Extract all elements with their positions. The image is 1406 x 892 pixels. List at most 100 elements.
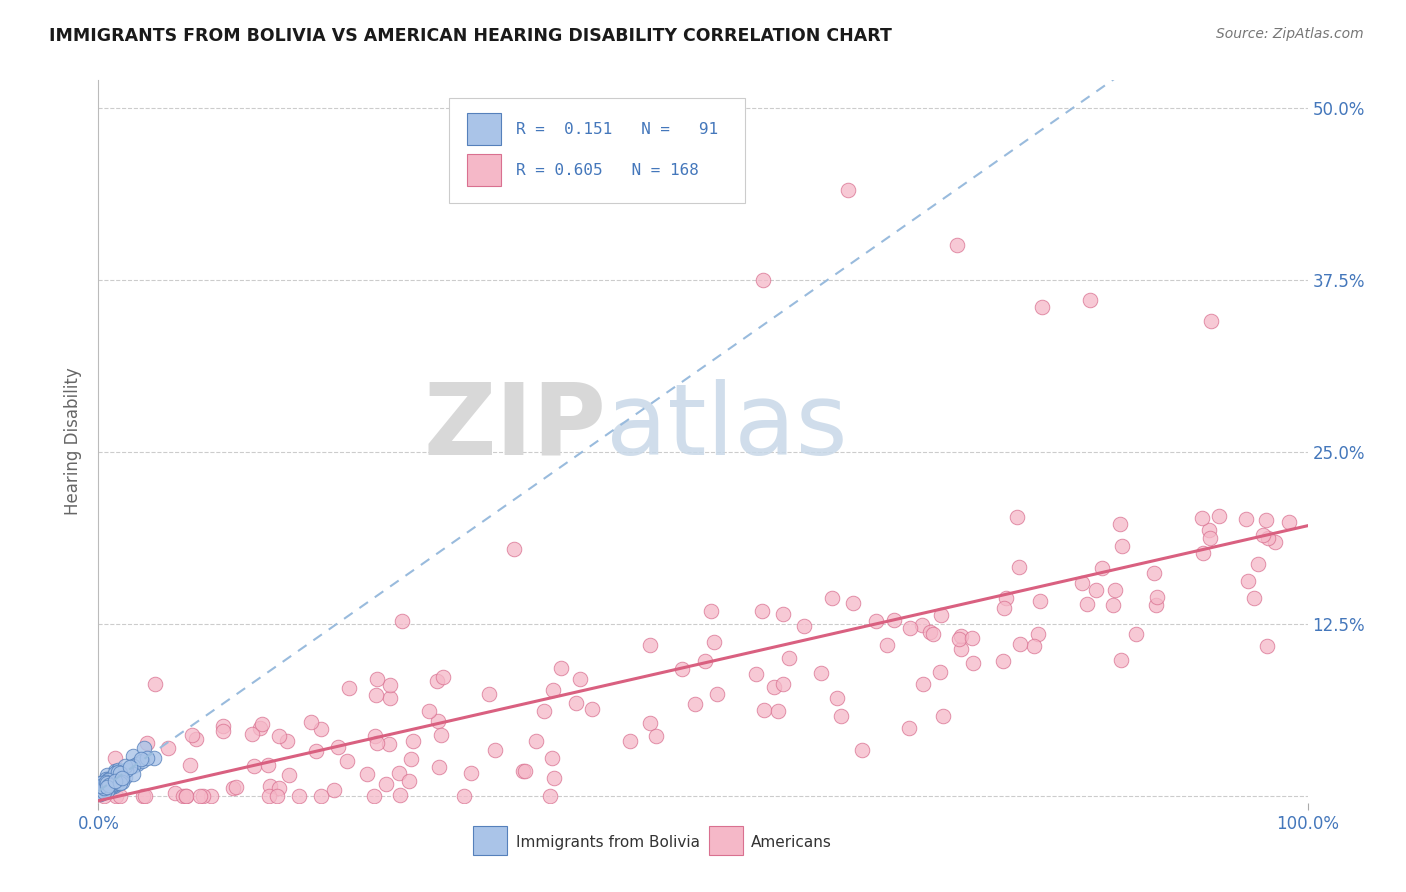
Point (89, 785, 111, 799)
Point (399, 752, 422, 766)
Text: Americans: Americans (751, 835, 832, 850)
Point (398, 774, 420, 789)
Point (898, 621, 921, 635)
Point (94, 782, 117, 797)
Point (122, 749, 145, 764)
Point (378, 737, 401, 751)
Point (93, 779, 115, 793)
Point (104, 751, 127, 765)
Point (101, 778, 124, 792)
Point (426, 673, 449, 688)
Point (94, 778, 117, 792)
Point (134, 789, 156, 803)
Point (1208, 508, 1230, 523)
Point (111, 764, 134, 778)
Point (374, 777, 396, 791)
Text: IMMIGRANTS FROM BOLIVIA VS AMERICAN HEARING DISABILITY CORRELATION CHART: IMMIGRANTS FROM BOLIVIA VS AMERICAN HEAR… (49, 27, 891, 45)
Point (94, 775, 117, 789)
Point (100, 775, 122, 789)
Point (93, 778, 115, 792)
Point (950, 641, 973, 656)
Point (1031, 301, 1053, 315)
Point (94, 779, 117, 793)
Point (259, 779, 281, 793)
Point (388, 788, 411, 802)
Point (110, 775, 132, 789)
Point (402, 733, 425, 747)
Point (89, 785, 111, 799)
Point (993, 601, 1015, 615)
Point (364, 729, 387, 743)
Point (950, 629, 973, 643)
Point (120, 760, 142, 774)
Point (174, 789, 197, 803)
Point (93, 779, 115, 793)
Point (363, 789, 385, 803)
Point (98, 772, 121, 787)
Point (478, 687, 501, 701)
Point (276, 733, 298, 747)
Point (922, 627, 945, 641)
Point (1198, 524, 1220, 538)
Point (918, 624, 941, 639)
Point (432, 670, 454, 684)
Point (250, 716, 273, 731)
Point (91, 783, 114, 797)
Point (96, 777, 118, 791)
Point (778, 651, 800, 665)
Point (96, 772, 118, 786)
Point (132, 789, 155, 803)
Point (793, 619, 815, 633)
Point (751, 604, 773, 618)
Point (127, 757, 149, 772)
FancyBboxPatch shape (449, 98, 745, 203)
Point (104, 789, 127, 803)
FancyBboxPatch shape (709, 826, 742, 855)
Point (387, 765, 409, 780)
Point (991, 654, 1014, 668)
Point (898, 721, 921, 735)
Text: ZIP: ZIP (423, 378, 606, 475)
Point (380, 678, 402, 692)
Point (97, 779, 120, 793)
Point (1029, 594, 1052, 608)
Point (948, 632, 970, 647)
Point (299, 714, 322, 729)
Point (1102, 598, 1125, 612)
Point (131, 754, 153, 768)
Point (103, 780, 125, 794)
Point (174, 789, 197, 803)
Point (257, 758, 280, 772)
Point (100, 778, 122, 792)
Point (763, 680, 786, 694)
Point (89, 787, 111, 801)
Point (565, 696, 588, 710)
Point (97, 772, 120, 787)
Point (104, 765, 127, 780)
Point (693, 654, 716, 668)
Point (89, 784, 111, 798)
Point (96, 783, 118, 797)
Point (484, 743, 506, 757)
Point (366, 673, 388, 687)
Point (287, 789, 309, 803)
Point (93, 784, 115, 798)
Point (638, 715, 661, 730)
Point (111, 771, 134, 785)
Point (821, 591, 844, 605)
Point (103, 775, 125, 789)
Point (876, 638, 898, 652)
Point (243, 759, 266, 773)
Point (380, 691, 402, 706)
Point (328, 740, 350, 755)
Point (97, 773, 120, 788)
Point (543, 772, 565, 786)
Point (97, 778, 120, 792)
Point (114, 759, 136, 773)
Point (502, 542, 524, 557)
Point (96, 782, 118, 797)
Point (114, 763, 136, 777)
Point (1146, 591, 1168, 605)
Point (104, 776, 127, 790)
Point (143, 677, 166, 691)
